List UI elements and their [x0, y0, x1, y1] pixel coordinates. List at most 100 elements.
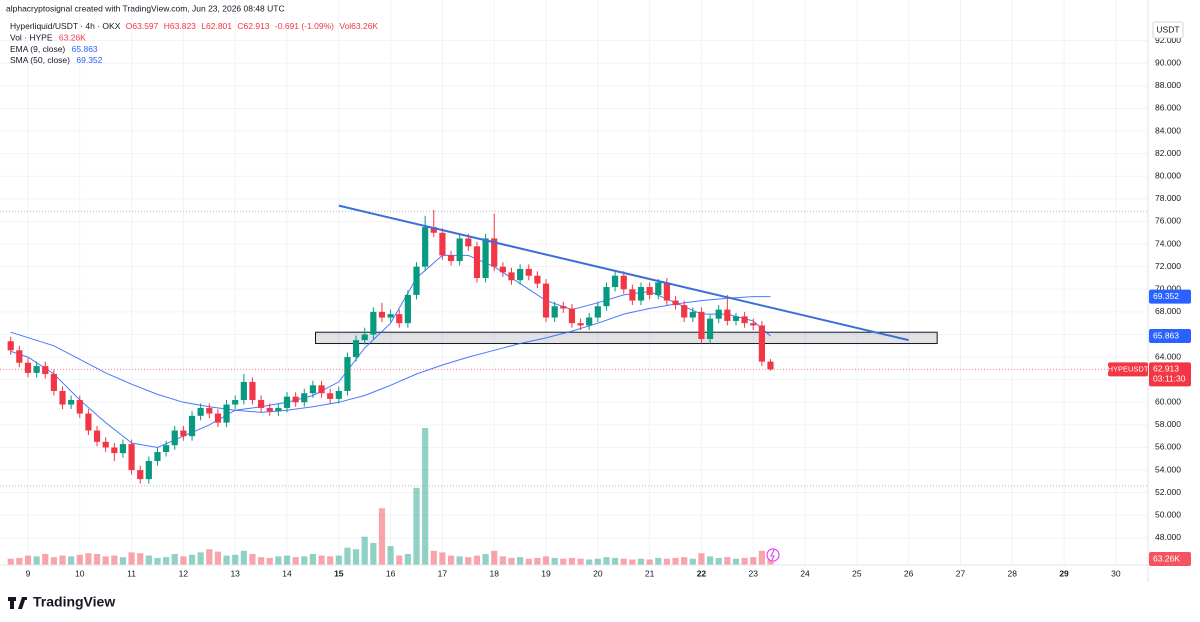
indicator-line [10, 296, 771, 413]
candle-body [292, 396, 299, 403]
candle-body [352, 340, 360, 358]
volume-bar [111, 555, 118, 565]
volume-bar [180, 556, 187, 565]
candle-body [456, 238, 463, 262]
candle-body [499, 266, 506, 273]
volume-bar [681, 557, 688, 565]
volume-bar [732, 558, 740, 565]
countdown: 03:11:30 [1153, 374, 1186, 384]
candle-body [689, 311, 696, 318]
candle-body [551, 306, 558, 318]
candle-body [767, 361, 774, 370]
currency-box[interactable] [1152, 21, 1184, 39]
ohlc: O63.597 [126, 21, 159, 31]
candle-body [750, 323, 757, 326]
volume-bar [301, 556, 308, 565]
volume-bar [663, 558, 670, 565]
volume-bar [568, 557, 576, 565]
volume-bar [603, 557, 610, 565]
volume-bar [620, 558, 627, 565]
candle-body [188, 415, 196, 437]
x-tick-label: 13 [230, 568, 240, 578]
x-tick-label: 15 [334, 568, 344, 578]
volume-bar [266, 557, 273, 565]
candle-body [404, 294, 411, 324]
candle-body [758, 325, 765, 362]
candle-body [232, 400, 239, 405]
change: -0.691 (-1.09%) [275, 21, 334, 31]
candle-body [266, 407, 273, 412]
volume-bar [309, 553, 316, 565]
x-tick-label: 10 [75, 568, 85, 578]
volume-bar [197, 552, 204, 565]
candle-body [128, 444, 135, 471]
volume-bar [413, 487, 420, 565]
volume-bar [525, 558, 532, 565]
volume-bar [206, 549, 213, 565]
candle-body [603, 287, 610, 307]
x-tick-label: 17 [438, 568, 448, 578]
x-tick-label: 20 [593, 568, 603, 578]
event-icon[interactable] [766, 548, 780, 562]
candle-body [491, 238, 498, 267]
candle-body [586, 317, 593, 326]
candle-body [560, 306, 567, 309]
candle-body [646, 287, 653, 295]
volume-bar [422, 428, 429, 565]
candle-body [724, 309, 731, 321]
currency[interactable]: USDT [1156, 24, 1179, 34]
candle-body [473, 246, 481, 278]
volume-bar [456, 556, 463, 565]
volume-bar [24, 555, 32, 565]
brand-logo: TradingView [8, 594, 115, 610]
volume-bar [646, 559, 653, 565]
legend-ema: EMA (9, close) 65.863 [10, 44, 98, 54]
volume-label-box [1149, 552, 1191, 566]
candle-body [102, 441, 109, 448]
plot [0, 204, 1148, 487]
volume-bar [586, 559, 593, 565]
volume-bar [275, 556, 282, 565]
volume-bar [551, 557, 558, 565]
candle-body [672, 300, 679, 306]
volume-bar [741, 557, 748, 565]
candle-body [223, 404, 230, 423]
x-tick-label: 29 [1059, 568, 1069, 578]
y-tick-label: 92.000 [1155, 35, 1181, 45]
support-zone [314, 331, 938, 345]
volume-bar [163, 557, 170, 565]
volume-bar [327, 556, 334, 565]
candle-body [68, 400, 75, 405]
candle-body [275, 407, 282, 412]
volume-bar [33, 556, 40, 565]
y-tick-label: 90.000 [1155, 58, 1181, 68]
candle-body [85, 413, 92, 431]
y-tick-label: 60.000 [1155, 397, 1181, 407]
candle-body [517, 268, 524, 281]
volume-bar [214, 551, 222, 565]
x-tick-label: 16 [386, 568, 396, 578]
volume-bar [137, 553, 144, 565]
volume-bar [76, 554, 83, 565]
candle-body [594, 306, 601, 318]
x-tick-label: 21 [645, 568, 655, 578]
ohlc: L62.801 [201, 21, 232, 31]
volume-bar [404, 553, 411, 565]
x-tick-label: 9 [26, 568, 31, 578]
volume-bar [188, 554, 196, 565]
y-tick-label: 86.000 [1155, 103, 1181, 113]
candle-body [145, 461, 152, 480]
ema-price-label: 65.863 [1153, 330, 1179, 340]
y-tick-label: 50.000 [1155, 510, 1181, 520]
volume-bar [258, 557, 265, 565]
candle-body [283, 396, 291, 408]
volume-bar [465, 557, 472, 565]
y-tick-label: 52.000 [1155, 487, 1181, 497]
volume-bar [223, 555, 230, 565]
candle-body [542, 283, 550, 318]
x-tick-label: 24 [800, 568, 810, 578]
candle-body [214, 413, 222, 423]
volume-bar [7, 558, 14, 565]
legend-sma: SMA (50, close) 69.352 [10, 55, 103, 65]
sma-price-label-box [1149, 289, 1191, 304]
